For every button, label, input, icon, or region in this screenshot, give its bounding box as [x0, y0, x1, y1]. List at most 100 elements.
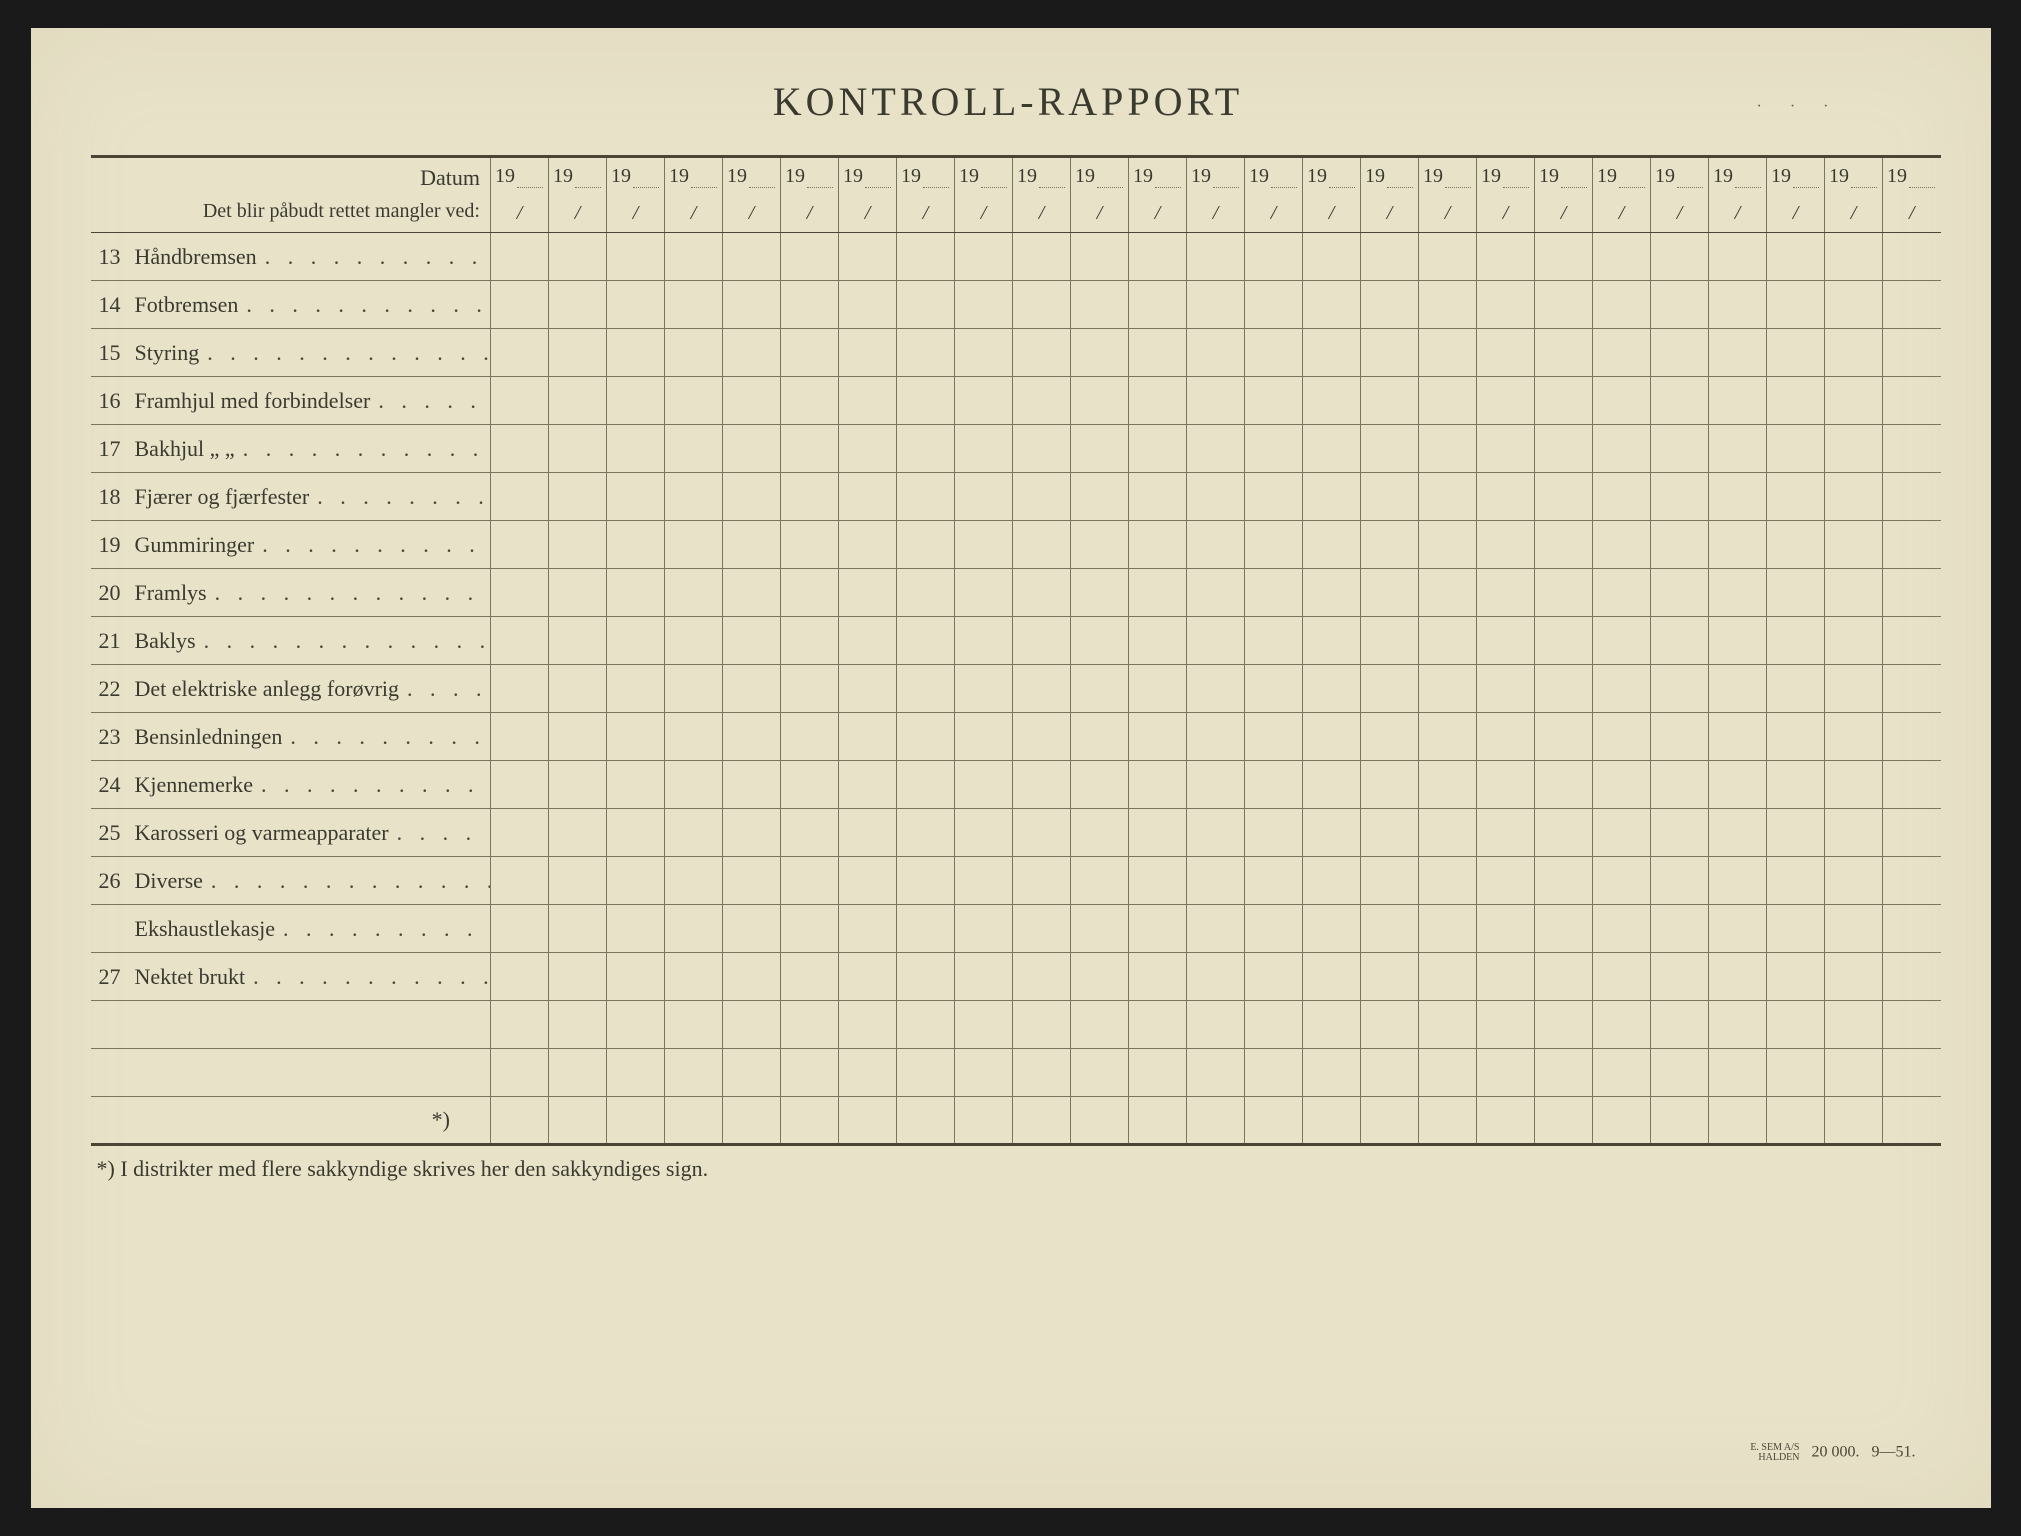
grid-cell	[1825, 1049, 1883, 1097]
grid-cell	[1535, 1001, 1593, 1049]
date-slash-cell: /	[491, 195, 549, 233]
grid-cell	[607, 905, 665, 953]
row-label-cell: 18Fjærer og fjærfester. . . . . . . . . …	[91, 473, 491, 521]
grid-cell	[897, 761, 955, 809]
grid-cell	[1187, 425, 1245, 473]
grid-cell	[1593, 713, 1651, 761]
grid-cell	[1303, 233, 1361, 281]
year-prefix-cell: 19	[1477, 157, 1535, 195]
grid-cell	[955, 1001, 1013, 1049]
grid-cell	[1245, 809, 1303, 857]
grid-cell	[1013, 857, 1071, 905]
grid-cell	[491, 617, 549, 665]
grid-cell	[1419, 665, 1477, 713]
grid-cell	[1419, 761, 1477, 809]
grid-cell	[897, 473, 955, 521]
grid-cell	[1187, 761, 1245, 809]
grid-cell	[1535, 281, 1593, 329]
grid-cell	[1477, 905, 1535, 953]
grid-cell	[607, 713, 665, 761]
grid-cell	[665, 761, 723, 809]
grid-cell	[1129, 617, 1187, 665]
year-prefix-cell: 19	[1303, 157, 1361, 195]
footnote: *) I distrikter med flere sakkyndige skr…	[91, 1146, 1926, 1182]
grid-cell	[781, 281, 839, 329]
grid-cell	[1071, 377, 1129, 425]
grid-cell	[723, 1001, 781, 1049]
grid-cell	[781, 1097, 839, 1145]
grid-cell	[1709, 521, 1767, 569]
grid-cell	[1361, 377, 1419, 425]
grid-cell	[491, 665, 549, 713]
year-prefix-cell: 19	[1187, 157, 1245, 195]
date-slash-cell: /	[1651, 195, 1709, 233]
grid-cell	[1825, 329, 1883, 377]
date-slash-cell: /	[1245, 195, 1303, 233]
grid-cell	[1651, 329, 1709, 377]
grid-cell	[897, 1097, 955, 1145]
grid-cell	[607, 1097, 665, 1145]
grid-cell	[1883, 521, 1941, 569]
grid-cell	[1071, 617, 1129, 665]
grid-cell	[1245, 1049, 1303, 1097]
date-slash-cell: /	[1535, 195, 1593, 233]
grid-cell	[1361, 233, 1419, 281]
date-slash-cell: /	[1303, 195, 1361, 233]
grid-cell	[607, 1001, 665, 1049]
grid-cell	[1477, 569, 1535, 617]
grid-cell	[1477, 809, 1535, 857]
grid-cell	[1013, 1049, 1071, 1097]
row-number: 26	[93, 868, 135, 894]
grid-cell	[839, 905, 897, 953]
grid-cell	[1477, 1049, 1535, 1097]
date-slash-cell: /	[781, 195, 839, 233]
grid-cell	[781, 761, 839, 809]
grid-cell	[1361, 569, 1419, 617]
grid-cell	[1651, 857, 1709, 905]
year-prefix-cell: 19	[1709, 157, 1767, 195]
grid-cell	[1709, 617, 1767, 665]
grid-cell	[1535, 857, 1593, 905]
year-prefix-cell: 19	[1883, 157, 1941, 195]
grid-cell	[491, 281, 549, 329]
grid-cell	[1245, 617, 1303, 665]
grid-cell	[1825, 617, 1883, 665]
grid-cell	[1129, 233, 1187, 281]
year-prefix-cell: 19	[1535, 157, 1593, 195]
grid-cell	[1709, 329, 1767, 377]
grid-cell	[1767, 905, 1825, 953]
grid-cell	[1825, 809, 1883, 857]
grid-cell	[1129, 953, 1187, 1001]
grid-cell	[1709, 473, 1767, 521]
grid-cell	[1245, 857, 1303, 905]
year-prefix-cell: 19	[1593, 157, 1651, 195]
grid-cell	[1825, 905, 1883, 953]
grid-cell	[665, 713, 723, 761]
year-prefix-cell: 19	[1129, 157, 1187, 195]
grid-cell	[955, 905, 1013, 953]
leader-dots: . . . . . . . . . . . . . . . . . . .	[399, 676, 490, 702]
grid-cell	[1883, 953, 1941, 1001]
grid-cell	[1013, 713, 1071, 761]
grid-cell	[1071, 665, 1129, 713]
grid-cell	[1651, 281, 1709, 329]
grid-cell	[1129, 329, 1187, 377]
grid-cell	[1187, 377, 1245, 425]
grid-cell	[1883, 281, 1941, 329]
grid-cell	[723, 233, 781, 281]
row-label-cell: Ekshaustlekasje. . . . . . . . . . . . .…	[91, 905, 491, 953]
table-row: 13Håndbremsen. . . . . . . . . . . . . .…	[91, 233, 1941, 281]
grid-cell	[1767, 1049, 1825, 1097]
grid-cell	[1477, 617, 1535, 665]
grid-cell	[839, 425, 897, 473]
grid-cell	[1593, 809, 1651, 857]
grid-cell	[723, 857, 781, 905]
grid-cell	[1651, 521, 1709, 569]
grid-cell	[1825, 665, 1883, 713]
row-label-cell: 13Håndbremsen. . . . . . . . . . . . . .…	[91, 233, 491, 281]
grid-cell	[723, 713, 781, 761]
grid-cell	[1709, 809, 1767, 857]
row-text: Bensinledningen	[135, 724, 283, 750]
grid-cell	[1245, 1001, 1303, 1049]
year-prefix-cell: 19	[1013, 157, 1071, 195]
